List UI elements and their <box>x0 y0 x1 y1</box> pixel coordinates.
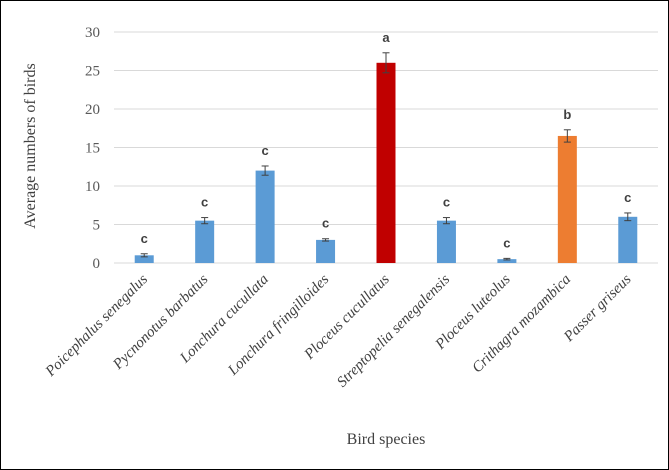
y-tick-label: 20 <box>85 102 100 118</box>
bar <box>618 216 638 263</box>
bar <box>436 220 456 263</box>
bar <box>255 170 275 263</box>
y-tick-label: 0 <box>93 256 101 272</box>
significance-letter: c <box>624 190 631 205</box>
x-axis-title: Bird species <box>347 431 426 448</box>
x-category-label: Lonchura fringilloides <box>225 271 333 379</box>
y-tick-label: 25 <box>85 64 100 80</box>
bar <box>134 255 154 263</box>
significance-letter: c <box>141 231 148 246</box>
bar <box>316 239 336 263</box>
significance-letter: a <box>382 30 390 45</box>
significance-letter: c <box>322 216 329 231</box>
y-axis-title: Average numbers of birds <box>22 63 39 228</box>
bar <box>557 135 577 263</box>
y-tick-label: 15 <box>85 141 100 157</box>
y-tick-label: 5 <box>93 218 101 234</box>
error-bars <box>140 52 632 261</box>
bar <box>376 62 396 263</box>
y-axis-ticks: 0 5 10 15 20 25 30 <box>85 25 100 272</box>
bar <box>195 220 215 263</box>
bars <box>134 62 638 263</box>
significance-letter: c <box>443 195 450 210</box>
significance-letter: c <box>201 195 208 210</box>
x-category-label: Streptopelia senegalensis <box>334 271 453 390</box>
significance-letter: b <box>563 107 571 122</box>
bar <box>497 259 517 263</box>
y-tick-label: 30 <box>85 25 100 41</box>
significance-letter: c <box>503 235 510 250</box>
x-category-label: Poicephalus senegalus <box>42 271 151 380</box>
significance-letters: c c c c a c c b c <box>141 30 632 251</box>
y-tick-label: 10 <box>85 179 100 195</box>
significance-letter: c <box>261 143 268 158</box>
x-category-label: Crithagra mozambica <box>469 272 574 377</box>
